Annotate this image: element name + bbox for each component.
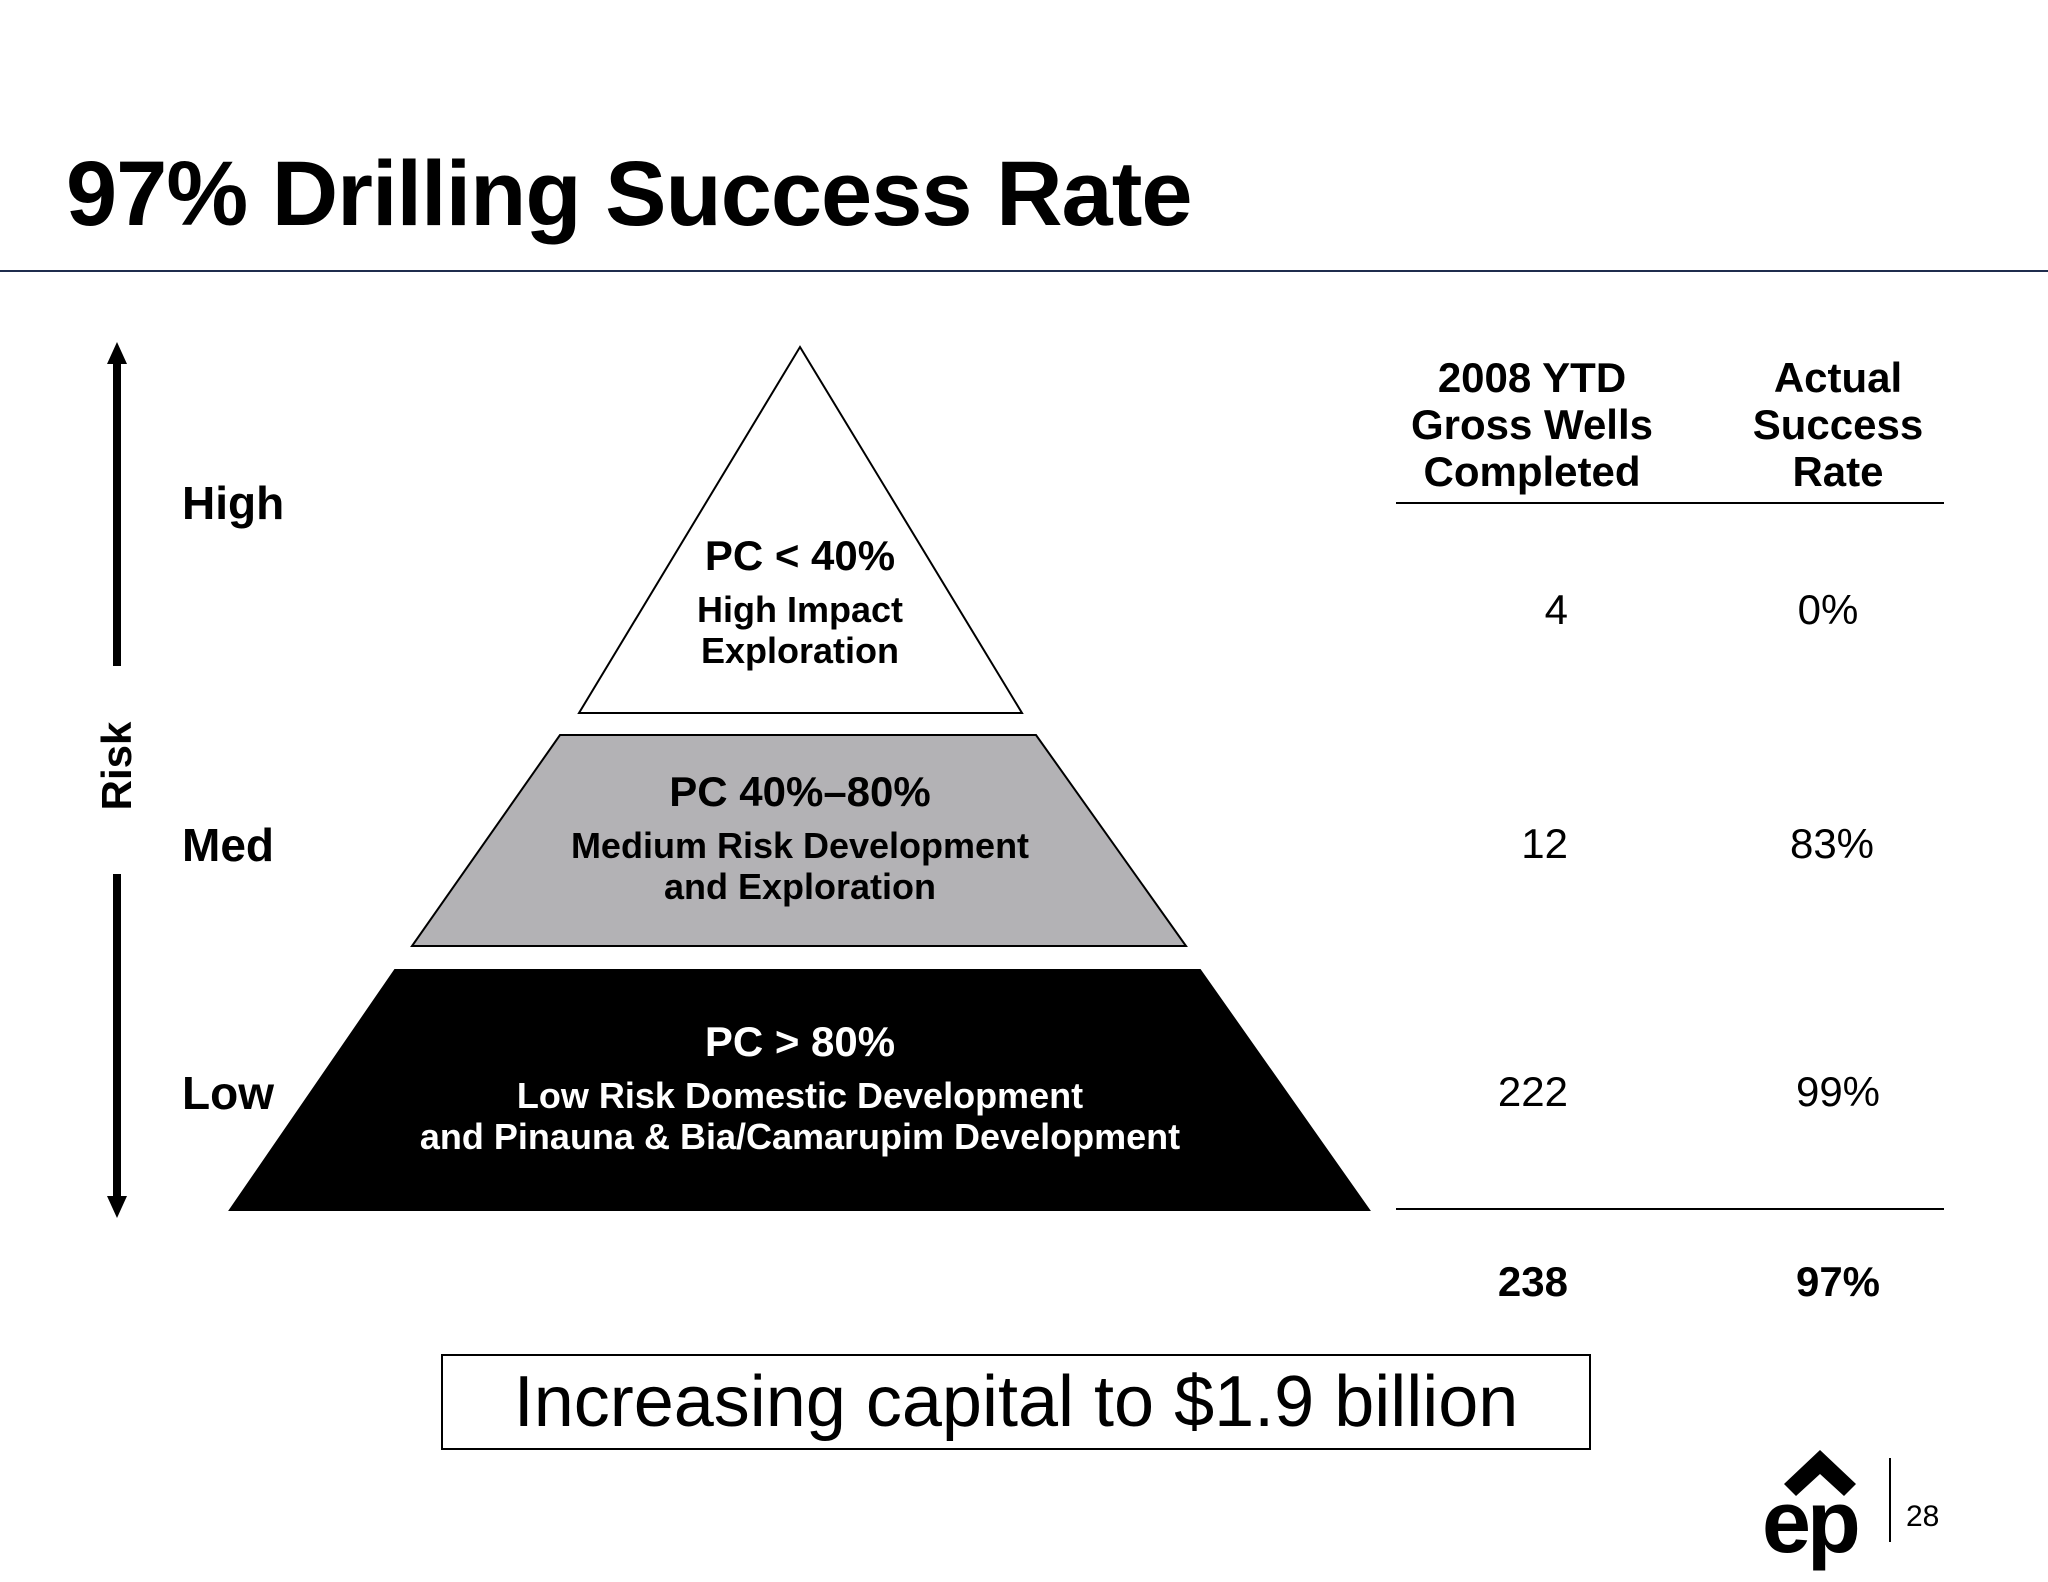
header-line: Rate — [1792, 448, 1884, 496]
pyramid-tier-top-text: PC < 40% High Impact Exploration — [697, 532, 903, 671]
header-rule — [1396, 502, 1944, 504]
rate-cell-low: 99% — [1795, 1068, 1881, 1115]
title-divider — [0, 270, 2048, 272]
pyramid-tier-middle-text: PC 40%–80% Medium Risk Development and E… — [571, 768, 1029, 907]
logo-divider — [1889, 1458, 1891, 1542]
risk-axis-arrow — [107, 342, 127, 1218]
pyramid-tier-middle — [410, 734, 1188, 947]
tier-top-pc: PC < 40% — [704, 532, 896, 579]
pyramid-tier-top — [577, 345, 1024, 714]
wells-total: 238 — [1497, 1258, 1568, 1305]
tier-bottom-desc-line: Low Risk Domestic Development — [516, 1075, 1084, 1117]
tier-middle-desc-line: and Exploration — [663, 865, 937, 907]
header-line: Completed — [1423, 448, 1641, 496]
wells-cell-low: 222 — [1497, 1068, 1568, 1115]
risk-level-high: High — [182, 477, 285, 529]
page-title: 97% Drilling Success Rate — [66, 143, 1192, 245]
tier-top-desc-line: High Impact — [696, 589, 904, 631]
tier-middle-pc: PC 40%–80% — [669, 768, 931, 815]
rate-cell-high: 0% — [1797, 586, 1859, 633]
pyramid-tier-bottom — [228, 969, 1371, 1211]
tier-middle-desc-line: Medium Risk Development — [570, 825, 1030, 867]
wells-cell-med: 12 — [1521, 820, 1568, 867]
capital-callout: Increasing capital to $1.9 billion — [441, 1354, 1591, 1450]
column-header-wells: 2008 YTD Gross Wells Completed — [1411, 354, 1653, 495]
risk-level-med: Med — [182, 819, 274, 871]
header-line: 2008 YTD — [1437, 354, 1627, 401]
total-rule — [1396, 1208, 1944, 1210]
header-line: Success — [1752, 401, 1924, 449]
tier-bottom-desc-line: and Pinauna & Bia/Camarupim Development — [419, 1115, 1181, 1157]
tier-top-desc-line: Exploration — [700, 629, 900, 671]
chevron-up-icon — [1784, 1450, 1856, 1496]
page-number: 28 — [1906, 1500, 1940, 1533]
company-logo: ep — [1760, 1448, 1880, 1566]
rate-total: 97% — [1795, 1258, 1881, 1305]
pyramid-tier-bottom-text: PC > 80% Low Risk Domestic Development a… — [420, 1018, 1180, 1157]
tier-bottom-pc: PC > 80% — [704, 1018, 896, 1065]
tier-bottom-desc: Low Risk Domestic Development and Pinaun… — [419, 1075, 1181, 1157]
wells-cell-high: 4 — [1544, 586, 1568, 633]
column-header-rate: Actual Success Rate — [1753, 354, 1923, 495]
risk-level-low: Low — [182, 1067, 274, 1119]
tier-top-desc: High Impact Exploration — [696, 589, 904, 671]
tier-middle-desc: Medium Risk Development and Exploration — [570, 825, 1030, 907]
header-line: Actual — [1773, 354, 1903, 401]
rate-cell-med: 83% — [1789, 820, 1875, 867]
logo-text: ep — [1762, 1472, 1861, 1571]
header-line: Gross Wells — [1411, 401, 1653, 449]
